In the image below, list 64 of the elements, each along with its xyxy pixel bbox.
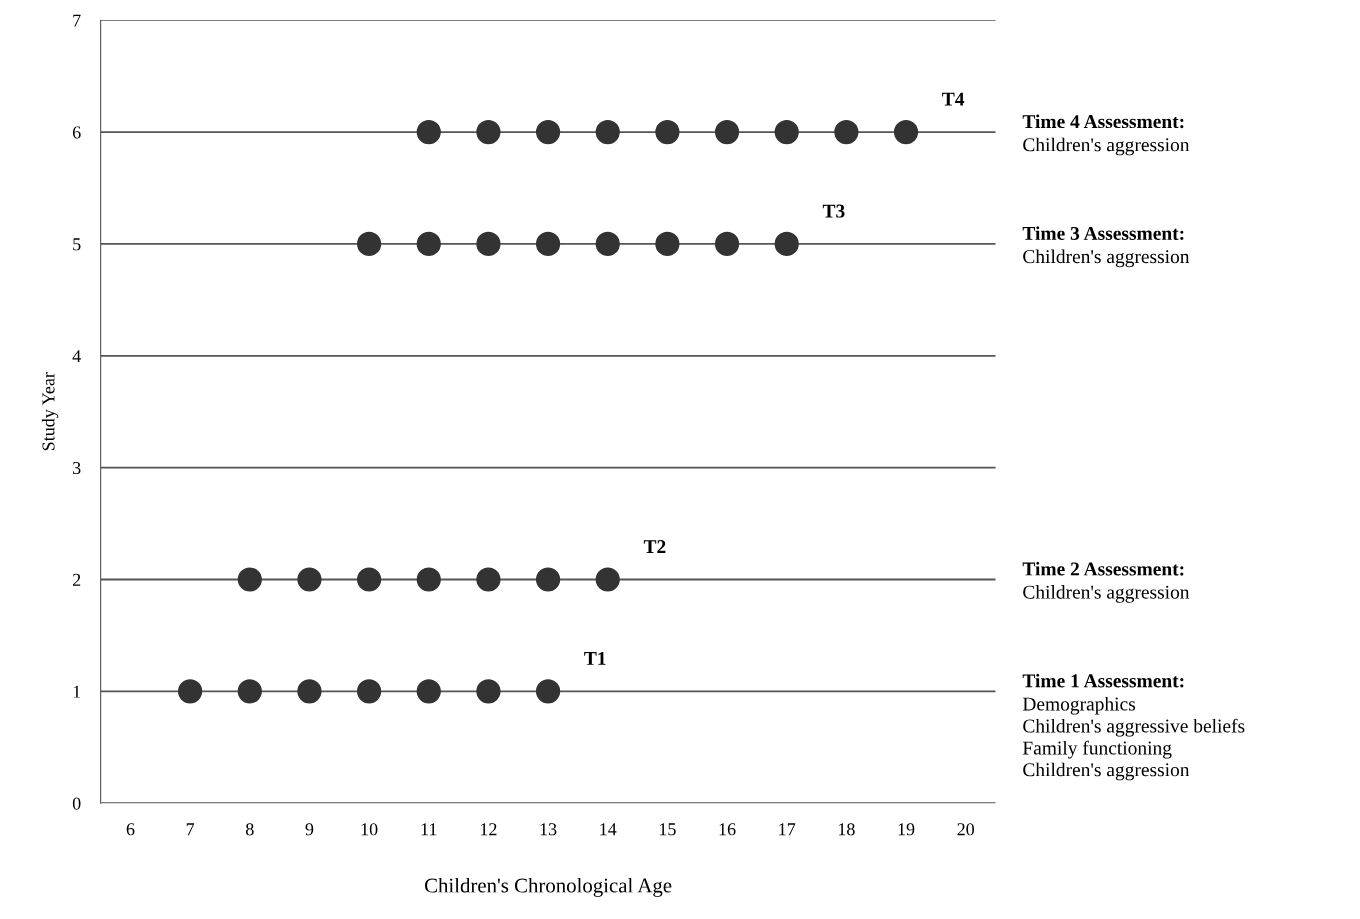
x-tick-label: 20 bbox=[957, 823, 975, 836]
point bbox=[714, 231, 740, 257]
y-tick-label: 7 bbox=[73, 14, 81, 27]
text: Time 1 Assessment: Demographics Children's aggressive beliefs Family functioning Children's aggression bbox=[1022, 673, 1245, 781]
point bbox=[416, 567, 441, 592]
point bbox=[535, 119, 561, 145]
point bbox=[356, 567, 382, 592]
point bbox=[774, 231, 799, 257]
point bbox=[476, 679, 501, 704]
point bbox=[595, 119, 620, 145]
point bbox=[535, 567, 561, 592]
text: Time 2 Assessment: Children's aggression bbox=[1022, 561, 1190, 603]
y-tick-label: 2 bbox=[72, 573, 81, 586]
x-tick-label: 15 bbox=[659, 823, 676, 836]
point bbox=[297, 679, 322, 704]
point bbox=[714, 119, 740, 145]
x-tick-label: 16 bbox=[719, 823, 736, 836]
x-tick-label: 13 bbox=[540, 823, 557, 836]
series-label: T3 bbox=[822, 204, 845, 218]
y-tick-label: 5 bbox=[73, 238, 81, 251]
point bbox=[535, 679, 561, 704]
x-tick-label: 19 bbox=[898, 823, 915, 836]
point bbox=[655, 119, 680, 145]
x-tick-label: 12 bbox=[480, 823, 497, 836]
point bbox=[178, 679, 203, 704]
point bbox=[595, 231, 620, 257]
x-tick-label: 14 bbox=[600, 823, 617, 836]
series-label: T1 bbox=[584, 652, 606, 665]
y-tick-label: 4 bbox=[72, 350, 81, 363]
x-tick-label: 17 bbox=[779, 823, 796, 836]
y-tick-label: 3 bbox=[73, 461, 81, 475]
text: Time 4 Assessment: Children's aggression bbox=[1022, 114, 1190, 156]
x-tick-label: 9 bbox=[305, 823, 314, 836]
x-tick-label: 6 bbox=[126, 823, 135, 836]
point bbox=[237, 679, 262, 704]
point bbox=[476, 567, 501, 592]
x-axis-title: Children's Chronological Age bbox=[424, 877, 672, 897]
point bbox=[476, 119, 501, 145]
point bbox=[237, 567, 262, 592]
point bbox=[774, 119, 799, 145]
point bbox=[595, 567, 620, 592]
y-tick-label: 6 bbox=[72, 126, 81, 139]
y-axis-title: Study Year bbox=[41, 372, 59, 451]
point bbox=[416, 231, 441, 257]
text: Time 3 Assessment: Children's aggression bbox=[1022, 226, 1190, 268]
x-tick-label: 11 bbox=[421, 823, 437, 836]
series-label: T4 bbox=[942, 92, 965, 106]
point bbox=[655, 231, 680, 257]
point bbox=[297, 567, 322, 592]
x-tick-label: 8 bbox=[245, 823, 254, 836]
point bbox=[416, 119, 441, 145]
x-tick-label: 18 bbox=[838, 823, 855, 836]
point bbox=[476, 231, 501, 257]
y-tick-label: 1 bbox=[73, 685, 81, 698]
point bbox=[356, 231, 382, 257]
x-tick-label: 7 bbox=[186, 823, 195, 836]
point bbox=[535, 231, 561, 257]
x-tick-label: 10 bbox=[361, 823, 378, 836]
point bbox=[893, 119, 919, 145]
point bbox=[356, 679, 382, 704]
point bbox=[416, 679, 441, 704]
point bbox=[834, 119, 859, 145]
y-tick-label: 0 bbox=[72, 797, 81, 810]
series-label: T2 bbox=[643, 540, 666, 553]
